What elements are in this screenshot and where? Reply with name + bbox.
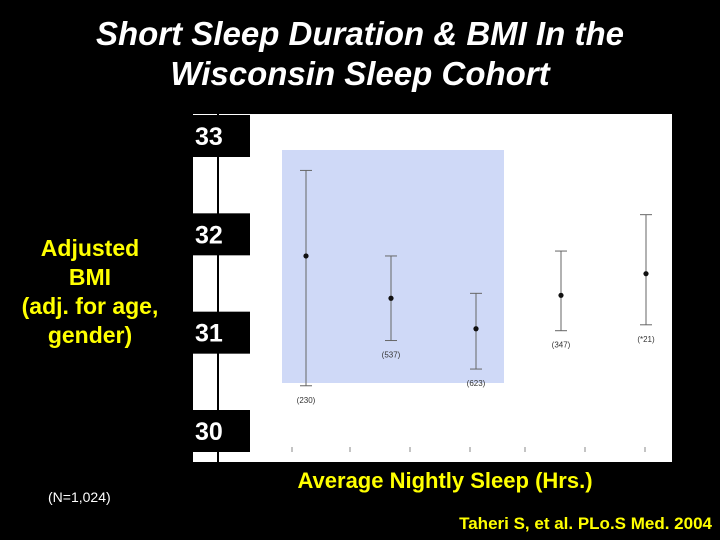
- data-point: [388, 295, 394, 301]
- sample-size-note: (N=1,024): [48, 489, 111, 505]
- chart-title: Short Sleep Duration & BMI In the Wiscon…: [0, 14, 720, 94]
- y-tick-label: 31: [195, 320, 223, 348]
- point-n-label: (623): [467, 379, 486, 388]
- y-tick-label: 33: [195, 123, 223, 151]
- y-tick-box: [193, 311, 250, 354]
- y-axis-label-line: gender): [47, 322, 133, 348]
- y-axis-label-line: Adjusted: [40, 235, 140, 261]
- y-tick-label: 30: [195, 418, 223, 446]
- title-line-2: Wisconsin Sleep Cohort: [170, 55, 550, 92]
- y-tick-box: [193, 115, 250, 157]
- point-n-label: (*21): [637, 335, 655, 344]
- data-point: [643, 271, 649, 277]
- y-axis-label-line: BMI: [68, 264, 112, 290]
- x-axis-label: Average Nightly Sleep (Hrs.): [297, 468, 593, 493]
- point-n-label: (230): [297, 396, 316, 405]
- y-tick-box: [193, 213, 250, 256]
- title-line-1: Short Sleep Duration & BMI In the: [95, 15, 625, 52]
- y-axis-label-line: (adj. for age,: [21, 293, 159, 319]
- point-n-label: (537): [382, 351, 401, 360]
- point-n-label: (347): [552, 341, 571, 350]
- y-tick-box: [193, 410, 250, 452]
- data-point: [473, 326, 479, 332]
- y-axis-label: Adjusted BMI (adj. for age, gender): [0, 234, 180, 350]
- points-layer: (230) (537) (623) (347) (*21): [297, 169, 655, 405]
- data-point: [558, 292, 564, 298]
- data-point: [303, 253, 309, 259]
- y-tick-layer: 33 32 31 30: [193, 115, 250, 452]
- y-tick-label: 32: [195, 221, 223, 249]
- citation: Taheri S, et al. PLo.S Med. 2004: [459, 514, 712, 533]
- y-axis-panel: [193, 114, 250, 462]
- highlight-region: [282, 150, 504, 383]
- x-tick-layer: [291, 447, 646, 452]
